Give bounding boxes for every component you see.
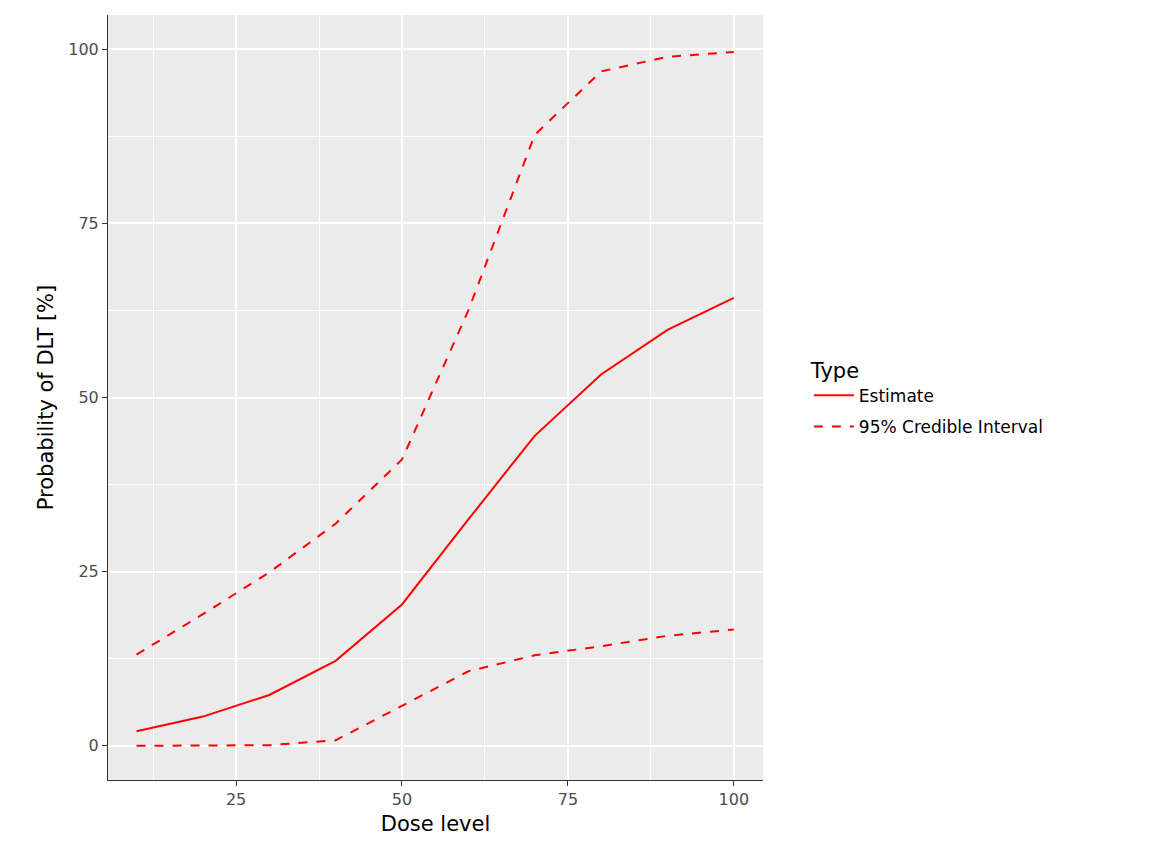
svg-text:95% Credible Interval: 95% Credible Interval: [859, 417, 1043, 437]
svg-text:Probability of DLT [%]: Probability of DLT [%]: [34, 285, 58, 510]
svg-text:Estimate: Estimate: [859, 386, 934, 406]
svg-text:50: 50: [392, 790, 412, 809]
svg-text:Type: Type: [810, 359, 859, 383]
svg-text:0: 0: [89, 736, 99, 755]
svg-text:100: 100: [68, 40, 99, 59]
svg-text:75: 75: [558, 790, 578, 809]
svg-text:75: 75: [78, 214, 98, 233]
svg-text:50: 50: [78, 388, 98, 407]
svg-text:25: 25: [78, 562, 98, 581]
svg-text:100: 100: [719, 790, 750, 809]
svg-text:25: 25: [226, 790, 246, 809]
svg-text:Dose level: Dose level: [381, 812, 491, 836]
